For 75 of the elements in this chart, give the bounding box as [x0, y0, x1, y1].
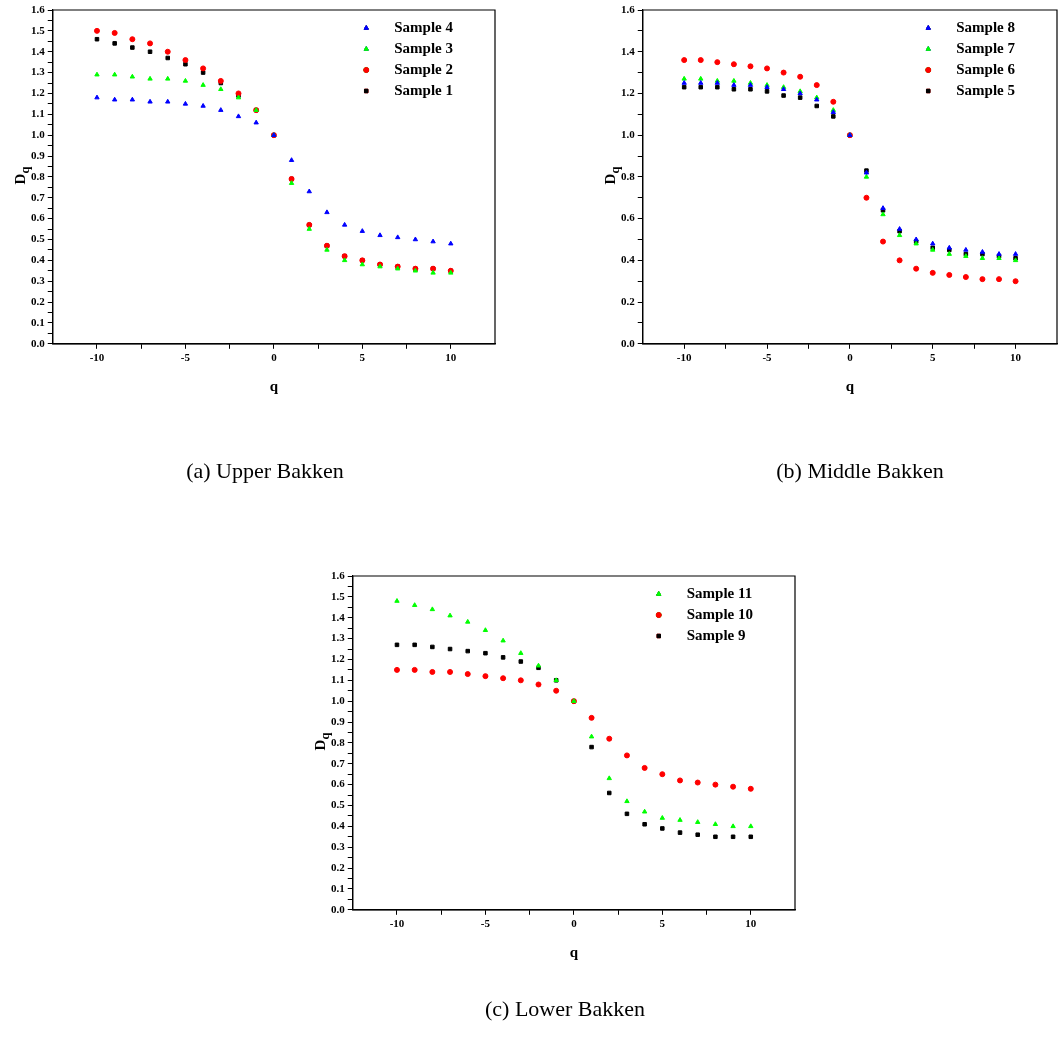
x-axis-title: q — [569, 943, 579, 960]
y-tick-label: 0.8 — [31, 169, 46, 182]
x-axis-title: q — [269, 377, 279, 394]
y-tick-label: 0.1 — [31, 315, 45, 328]
x-tick-label: 5 — [929, 351, 936, 364]
y-tick-label: 0.2 — [621, 294, 636, 307]
y-tick-label: 1.3 — [331, 631, 346, 644]
y-tick-label: 1.6 — [331, 568, 346, 581]
x-tick-label: -5 — [480, 917, 491, 930]
legend-label: Sample 8 — [956, 18, 1016, 35]
x-tick-label: -10 — [676, 351, 692, 364]
y-tick-label: 0.6 — [621, 211, 636, 224]
y-tick-label: 1.3 — [31, 65, 46, 78]
y-tick-label: 0.2 — [31, 294, 46, 307]
y-tick-label: 0.3 — [331, 840, 346, 853]
y-tick-label: 0.5 — [331, 798, 346, 811]
y-tick-label: 1.2 — [331, 652, 346, 665]
y-tick-label: 1.2 — [621, 86, 636, 99]
x-tick-label: 10 — [1010, 351, 1022, 364]
y-tick-label: 0.6 — [31, 211, 46, 224]
y-tick-label: 0.6 — [331, 777, 346, 790]
x-tick-label: 5 — [659, 917, 666, 930]
text: (c) Lower Bakken — [483, 996, 646, 1022]
y-tick-label: 0.1 — [331, 881, 345, 894]
y-tick-label: 1.5 — [331, 589, 346, 602]
y-tick-label: 0.3 — [31, 274, 46, 287]
x-tick-label: -5 — [180, 351, 191, 364]
y-tick-label: 1.6 — [621, 2, 636, 15]
y-tick-label: 0.9 — [31, 148, 46, 161]
y-tick-label: 0.7 — [331, 756, 346, 769]
legend-label: Sample 3 — [394, 39, 454, 56]
y-tick-label: 1.1 — [31, 107, 45, 120]
y-tick-label: 1.5 — [31, 23, 46, 36]
y-tick-label: 1.6 — [31, 2, 46, 15]
legend-label: Sample 9 — [686, 626, 746, 643]
legend-label: Sample 1 — [394, 81, 454, 98]
x-tick-label: 5 — [359, 351, 366, 364]
y-tick-label: 0.4 — [331, 819, 346, 832]
y-tick-label: 0.8 — [331, 735, 346, 748]
legend-label: Sample 6 — [956, 60, 1016, 77]
y-tick-label: 1.0 — [31, 128, 46, 141]
y-tick-label: 1.2 — [31, 86, 46, 99]
legend-label: Sample 7 — [956, 39, 1016, 56]
x-tick-label: -10 — [89, 351, 105, 364]
text: (a) Upper Bakken — [185, 458, 345, 484]
y-tick-label: 0.7 — [31, 190, 46, 203]
y-tick-label: 1.4 — [331, 610, 346, 623]
y-tick-label: 0.4 — [621, 253, 636, 266]
x-tick-label: -10 — [389, 917, 405, 930]
x-axis-title: q — [845, 377, 855, 394]
x-tick-label: 10 — [445, 351, 457, 364]
y-tick-label: 1.1 — [331, 673, 345, 686]
x-tick-label: -5 — [762, 351, 773, 364]
x-tick-label: 0 — [271, 351, 278, 364]
y-tick-label: 0.0 — [621, 336, 636, 349]
legend-label: Sample 11 — [686, 584, 753, 601]
y-tick-label: 0.0 — [31, 336, 46, 349]
legend-label: Sample 2 — [394, 60, 454, 77]
legend-label: Sample 4 — [394, 18, 454, 35]
x-tick-label: 10 — [745, 917, 757, 930]
y-tick-label: 1.0 — [331, 694, 346, 707]
y-tick-label: 1.0 — [621, 128, 636, 141]
y-tick-label: 0.9 — [331, 714, 346, 727]
legend-label: Sample 10 — [686, 605, 754, 622]
legend-label: Sample 5 — [956, 81, 1016, 98]
y-tick-label: 0.8 — [621, 169, 636, 182]
y-tick-label: 1.4 — [621, 44, 636, 57]
y-tick-label: 0.0 — [331, 902, 346, 915]
y-tick-label: 0.2 — [331, 860, 346, 873]
x-tick-label: 0 — [847, 351, 854, 364]
text: (b) Middle Bakken — [775, 458, 945, 484]
y-tick-label: 0.5 — [31, 232, 46, 245]
y-tick-label: 0.4 — [31, 253, 46, 266]
y-tick-label: 1.4 — [31, 44, 46, 57]
x-tick-label: 0 — [571, 917, 578, 930]
